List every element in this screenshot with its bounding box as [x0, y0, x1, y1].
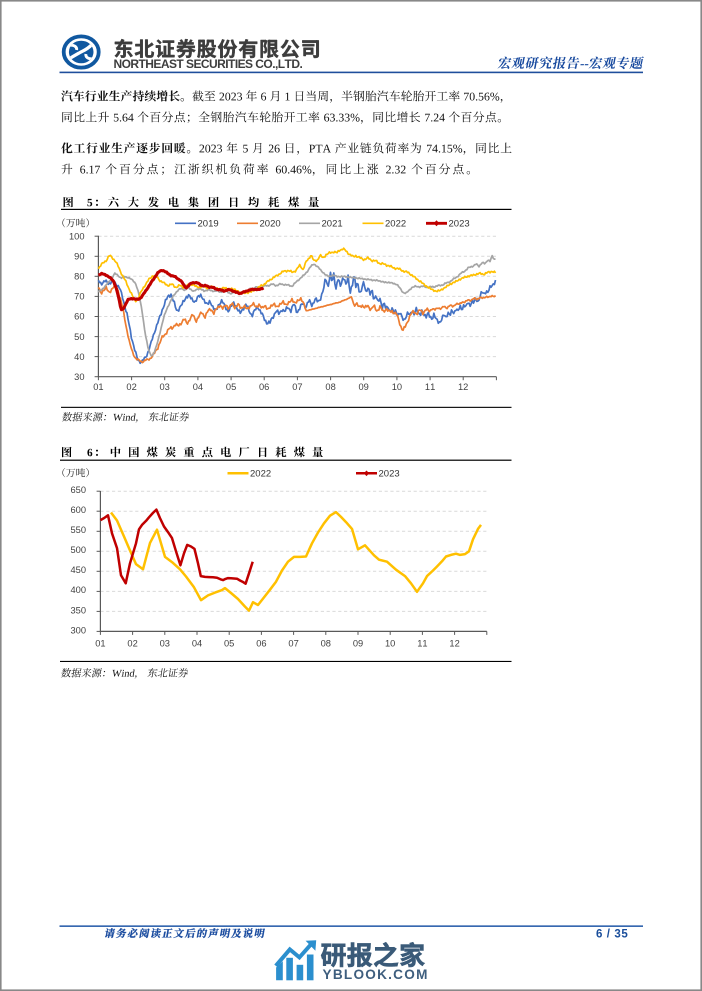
svg-text:400: 400: [70, 585, 86, 595]
svg-text:80: 80: [74, 272, 84, 282]
svg-text:2023: 2023: [379, 469, 400, 480]
svg-text:07: 07: [292, 382, 302, 392]
svg-text:40: 40: [74, 352, 84, 362]
svg-text:550: 550: [70, 525, 86, 535]
svg-text:06: 06: [256, 639, 266, 649]
svg-text:10: 10: [385, 639, 395, 649]
svg-text:03: 03: [160, 639, 170, 649]
svg-text:300: 300: [70, 625, 86, 635]
svg-text:30: 30: [74, 372, 84, 382]
svg-text:350: 350: [70, 605, 86, 615]
svg-text:12: 12: [458, 382, 468, 392]
svg-text:08: 08: [325, 382, 335, 392]
svg-text:2021: 2021: [322, 219, 343, 230]
svg-text:07: 07: [288, 639, 298, 649]
svg-text:11: 11: [425, 382, 435, 392]
svg-text:60: 60: [74, 312, 84, 322]
svg-text:09: 09: [359, 382, 369, 392]
svg-text:NORTHEAST SECURITIES CO.,LTD.: NORTHEAST SECURITIES CO.,LTD.: [114, 57, 303, 71]
svg-text:2022: 2022: [250, 469, 271, 480]
svg-text:2020: 2020: [260, 219, 281, 230]
svg-text:500: 500: [70, 545, 86, 555]
svg-text:05: 05: [224, 639, 234, 649]
svg-text:04: 04: [192, 639, 202, 649]
svg-text:12: 12: [449, 639, 459, 649]
svg-text:11: 11: [417, 639, 427, 649]
svg-text:70: 70: [74, 292, 84, 302]
svg-text:10: 10: [392, 382, 402, 392]
svg-text:YBLOOK.COM: YBLOOK.COM: [323, 967, 429, 982]
svg-text:02: 02: [126, 382, 136, 392]
svg-text:01: 01: [95, 639, 105, 649]
svg-text:06: 06: [259, 382, 269, 392]
svg-text:2023: 2023: [449, 219, 470, 230]
svg-text:50: 50: [74, 332, 84, 342]
svg-text:450: 450: [70, 565, 86, 575]
svg-text:650: 650: [70, 485, 86, 495]
svg-text:6 / 35: 6 / 35: [596, 929, 628, 941]
svg-text:08: 08: [321, 639, 331, 649]
svg-text:09: 09: [353, 639, 363, 649]
svg-text:03: 03: [160, 382, 170, 392]
svg-text:2019: 2019: [198, 219, 219, 230]
svg-text:100: 100: [69, 231, 85, 241]
svg-text:01: 01: [93, 382, 103, 392]
svg-text:2022: 2022: [385, 219, 406, 230]
svg-text:04: 04: [193, 382, 203, 392]
svg-text:05: 05: [226, 382, 236, 392]
svg-text:90: 90: [74, 252, 84, 262]
svg-text:600: 600: [70, 505, 86, 515]
svg-text:02: 02: [127, 639, 137, 649]
